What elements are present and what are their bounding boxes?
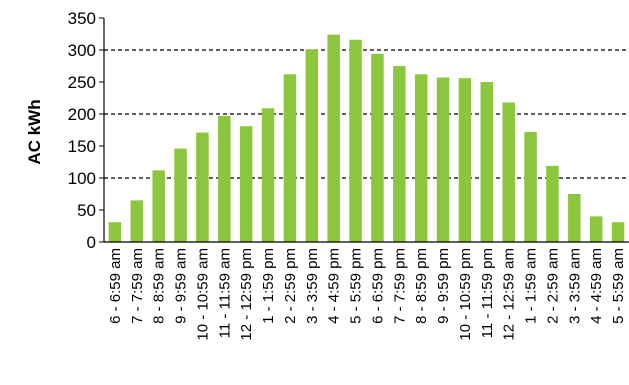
bar [458,78,472,242]
bar [371,53,384,243]
x-tick-label: 8 - 8:59 pm [413,248,430,324]
y-tick-label: 100 [68,169,96,188]
y-tick-label: 200 [68,105,96,124]
x-tick-label: 10 - 10:59 pm [457,248,474,341]
x-tick-label: 6 - 6:59 pm [369,248,386,324]
y-ticks: 0 50 100 150 200 250 300 350 [68,9,104,252]
bar [502,102,515,242]
bar [414,74,428,242]
x-tick-label: 1 - 1:59 am [523,248,540,324]
x-tick-label: 11 - 11:59 pm [479,248,496,338]
x-tick-label: 2 - 2:59 pm [282,248,299,324]
bar [480,82,494,242]
x-tick-label: 5 - 5:59 pm [348,248,365,324]
bar [130,200,144,242]
bar [327,34,340,242]
x-ticks: 6 - 6:59 am 7 - 7:59 am 8 - 8:59 am 9 - 9:5… [107,248,627,341]
y-tick-label: 0 [87,233,96,252]
bar [174,148,187,242]
bar [283,74,297,242]
axes [103,18,629,243]
x-tick-label: 10 - 10:59 am [194,248,211,341]
x-tick-label: 8 - 8:59 am [151,248,168,324]
bar [393,66,406,242]
x-tick-label: 3 - 3:59 pm [304,248,321,324]
bar [589,216,603,242]
x-tick-label: 9 - 9:59 am [173,248,190,324]
bar [261,108,275,243]
bar [152,170,165,242]
y-axis-label: AC kWh [25,99,44,164]
bar [349,39,362,243]
x-tick-label: 9 - 9:59 pm [435,248,452,324]
x-tick-label: 7 - 7:59 pm [391,248,408,324]
x-tick-label: 4 - 4:59 pm [326,248,343,324]
x-tick-label: 6 - 6:59 am [107,248,124,324]
y-tick-label: 300 [68,41,96,60]
x-tick-label: 2 - 2:59 am [544,248,561,324]
bar [524,131,537,242]
x-tick-label: 12 - 12:59 pm [238,248,255,341]
x-tick-label: 1 - 1:59 pm [260,248,277,324]
x-tick-label: 12 - 12:59 am [501,248,518,341]
bar [568,194,581,242]
gridlines [104,49,629,179]
x-tick-label: 11 - 11:59 am [216,248,233,338]
bar [239,126,253,242]
bar [611,222,625,242]
bar [436,77,450,243]
bar [546,165,559,242]
x-tick-label: 7 - 7:59 am [129,248,146,324]
x-tick-label: 3 - 3:59 am [566,248,583,324]
y-tick-label: 250 [68,73,96,92]
bars [108,34,625,243]
x-tick-label: 4 - 4:59 am [588,248,605,324]
bar [196,132,209,242]
bar [108,222,122,242]
bar [218,115,231,242]
x-tick-label: 5 - 5:59 am [610,248,627,324]
bar [305,49,319,242]
y-tick-label: 50 [77,201,96,220]
y-tick-label: 350 [68,9,96,28]
y-tick-label: 150 [68,137,96,156]
